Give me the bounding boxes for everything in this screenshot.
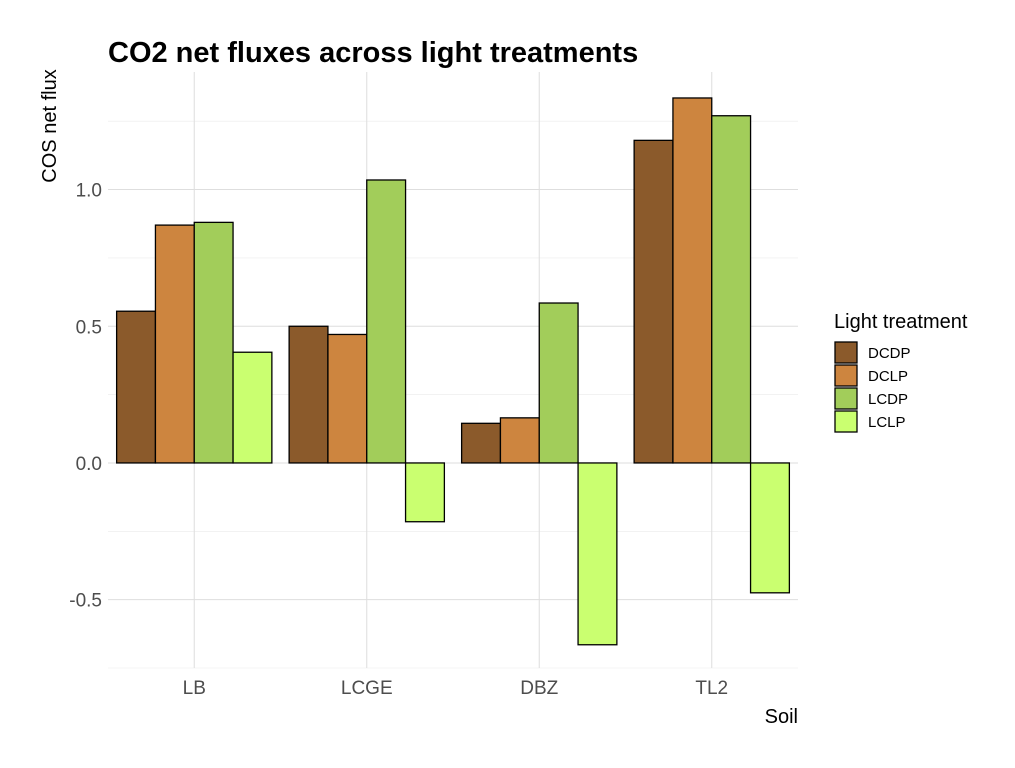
x-axis-ticks: LB LCGE DBZ TL2 xyxy=(183,678,729,699)
y-tick-label: -0.5 xyxy=(69,591,102,612)
bar-lb-dcdp xyxy=(115,310,157,464)
legend-swatch-lcdp xyxy=(834,387,858,410)
bar-dbz-lclp xyxy=(577,462,618,646)
bar-dbz-dclp xyxy=(499,417,540,464)
x-tick-label: LB xyxy=(183,678,206,699)
legend: Light treatment DCDP DCLP LCDP LCLP xyxy=(834,311,968,433)
bar-lb-lclp xyxy=(232,351,273,464)
legend-swatch-lclp xyxy=(834,410,858,433)
bar-dbz-dcdp xyxy=(460,422,502,464)
legend-swatch-dcdp xyxy=(834,341,858,364)
y-axis-label: COS net flux xyxy=(39,69,61,182)
bar-lcge-dclp xyxy=(327,333,368,464)
legend-title: Light treatment xyxy=(834,311,968,333)
y-tick-label: 0.5 xyxy=(76,317,102,338)
bar-lb-lcdp xyxy=(193,221,234,464)
legend-label-dclp: DCLP xyxy=(868,368,908,385)
legend-label-dcdp: DCDP xyxy=(868,345,911,362)
bar-lb-dclp xyxy=(154,224,195,464)
y-axis-ticks: -0.5 0.0 0.5 1.0 xyxy=(69,181,102,612)
bar-tl2-lclp xyxy=(749,462,791,594)
bar-lcge-lcdp xyxy=(366,179,407,464)
y-tick-label: 0.0 xyxy=(76,454,102,475)
bar-dbz-lcdp xyxy=(538,302,579,464)
x-tick-label: DBZ xyxy=(520,678,558,699)
chart-title: CO2 net fluxes across light treatments xyxy=(108,37,638,69)
bar-tl2-dcdp xyxy=(633,139,674,464)
x-tick-label: LCGE xyxy=(341,678,393,699)
bar-tl2-dclp xyxy=(672,97,713,464)
y-tick-label: 1.0 xyxy=(76,181,102,202)
legend-label-lclp: LCLP xyxy=(868,414,906,431)
bar-lcge-lclp xyxy=(404,462,446,523)
x-axis-label: Soil xyxy=(765,706,798,728)
bar-lcge-dcdp xyxy=(288,325,329,464)
x-tick-label: TL2 xyxy=(695,678,728,699)
legend-label-lcdp: LCDP xyxy=(868,391,908,408)
bar-tl2-lcdp xyxy=(711,115,752,464)
legend-swatch-dclp xyxy=(834,364,858,387)
bars xyxy=(115,97,791,646)
